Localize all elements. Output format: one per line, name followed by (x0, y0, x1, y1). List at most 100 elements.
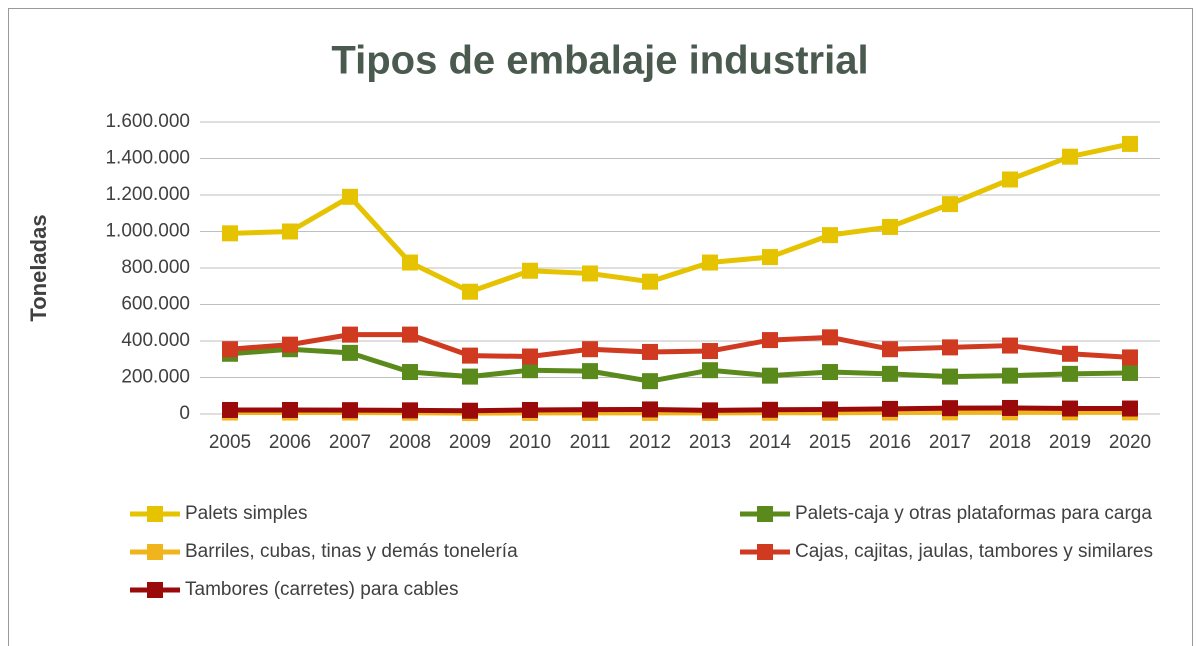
data-point (582, 401, 598, 418)
data-point (462, 368, 478, 385)
x-tick-label: 2019 (1049, 432, 1091, 453)
data-point (1002, 367, 1018, 384)
legend-marker (147, 582, 163, 598)
data-point (282, 336, 298, 353)
data-point (642, 401, 658, 418)
data-point (762, 249, 778, 266)
series-line (229, 332, 1131, 360)
legend-label: Barriles, cubas, tinas y demás tonelería (185, 541, 518, 562)
series-line (229, 141, 1131, 295)
data-point (342, 344, 358, 361)
x-tick-label: 2010 (509, 432, 551, 453)
data-point (942, 400, 958, 417)
x-tick-label: 2016 (869, 432, 911, 453)
data-point (282, 223, 298, 240)
legend-label: Cajas, cajitas, jaulas, tambores y simil… (795, 541, 1153, 562)
data-point (522, 348, 538, 365)
data-point (1062, 400, 1078, 417)
chart-frame (8, 8, 1193, 646)
data-point (1002, 399, 1018, 416)
data-point (762, 332, 778, 349)
data-point (642, 273, 658, 290)
data-point (522, 362, 538, 379)
legend-marker (757, 544, 773, 560)
data-point (1122, 400, 1138, 417)
x-tick-label: 2011 (570, 432, 611, 453)
data-point (522, 262, 538, 279)
data-point (882, 218, 898, 235)
data-point (1002, 171, 1018, 188)
x-tick-label: 2020 (1109, 432, 1151, 453)
data-point (942, 368, 958, 385)
legend-marker (147, 506, 163, 522)
chart-title: Tipos de embalaje industrial (331, 39, 868, 83)
data-point (702, 362, 718, 379)
y-axis-label: Toneladas (26, 214, 51, 321)
data-point (522, 401, 538, 418)
data-point (402, 326, 418, 343)
data-point (462, 283, 478, 300)
data-point (822, 401, 838, 418)
data-point (402, 254, 418, 271)
data-point (642, 373, 658, 390)
x-tick-label: 2013 (689, 432, 731, 453)
x-tick-label: 2005 (209, 432, 251, 453)
data-point (222, 401, 238, 418)
data-point (1062, 365, 1078, 382)
x-tick-label: 2018 (989, 432, 1031, 453)
series-line (229, 346, 1131, 384)
x-tick-label: 2017 (929, 432, 971, 453)
data-point (882, 365, 898, 382)
data-point (1062, 345, 1078, 362)
data-point (462, 402, 478, 419)
data-point (822, 227, 838, 244)
data-point (942, 339, 958, 356)
data-point (342, 188, 358, 205)
y-tick-label: 1.200.000 (105, 184, 190, 205)
data-point (762, 367, 778, 384)
legend-marker (147, 544, 163, 560)
data-point (462, 347, 478, 364)
data-point (342, 402, 358, 419)
legend-label: Tambores (carretes) para cables (185, 579, 459, 600)
data-point (702, 254, 718, 271)
y-tick-label: 0 (179, 403, 190, 424)
data-point (582, 341, 598, 358)
x-tick-label: 2008 (389, 432, 431, 453)
data-point (402, 364, 418, 381)
data-point (702, 402, 718, 419)
data-point (822, 364, 838, 381)
data-point (1062, 148, 1078, 165)
data-point (222, 225, 238, 242)
data-point (822, 329, 838, 346)
x-tick-label: 2009 (449, 432, 491, 453)
y-tick-label: 1.600.000 (105, 111, 190, 132)
data-point (402, 402, 418, 419)
data-point (1122, 135, 1138, 152)
y-tick-label: 200.000 (121, 367, 190, 388)
x-tick-label: 2012 (629, 432, 671, 453)
data-point (942, 196, 958, 213)
x-tick-label: 2006 (269, 432, 311, 453)
y-tick-label: 800.000 (121, 257, 190, 278)
data-point (762, 401, 778, 418)
y-tick-label: 600.000 (121, 294, 190, 315)
data-point (282, 401, 298, 418)
data-point (1122, 364, 1138, 381)
data-point (582, 265, 598, 282)
data-point (882, 400, 898, 417)
data-point (342, 326, 358, 343)
series-line (230, 405, 1130, 414)
x-tick-label: 2015 (809, 432, 851, 453)
data-point (882, 341, 898, 358)
data-point (222, 341, 238, 358)
y-tick-label: 1.400.000 (105, 148, 190, 169)
legend-label: Palets-caja y otras plataformas para car… (795, 503, 1152, 524)
y-tick-label: 400.000 (121, 330, 190, 351)
legend-marker (757, 506, 773, 522)
x-tick-label: 2014 (749, 432, 792, 453)
data-point (642, 343, 658, 360)
legend-label: Palets simples (185, 503, 308, 524)
data-point (1122, 349, 1138, 366)
